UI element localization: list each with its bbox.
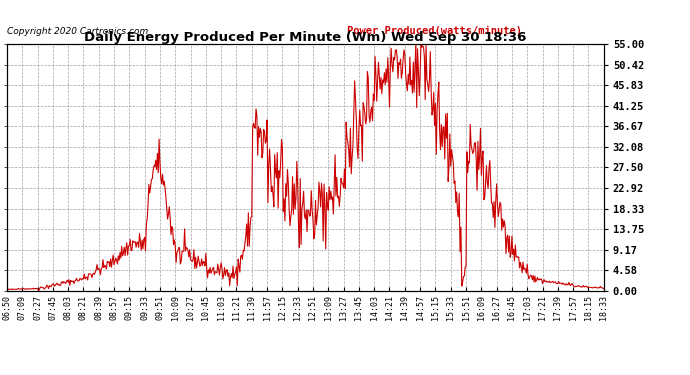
Text: Power Produced(watts/minute): Power Produced(watts/minute) — [347, 26, 522, 36]
Title: Daily Energy Produced Per Minute (Wm) Wed Sep 30 18:36: Daily Energy Produced Per Minute (Wm) We… — [84, 31, 526, 44]
Text: Copyright 2020 Cartronics.com: Copyright 2020 Cartronics.com — [8, 27, 149, 36]
